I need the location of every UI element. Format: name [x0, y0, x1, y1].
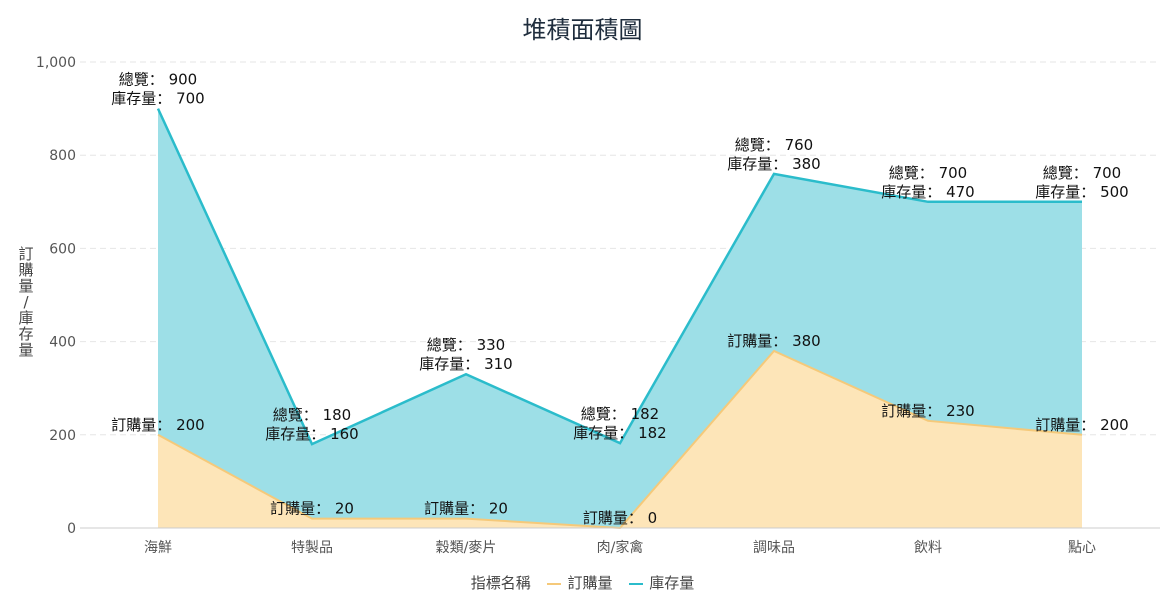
data-label-total: 總覽： 180 — [273, 406, 351, 424]
y-tick-label: 200 — [49, 428, 76, 444]
data-label-order: 訂購量： 380 — [727, 332, 820, 350]
y-tick-label: 1,000 — [36, 55, 76, 71]
data-label-total: 總覽： 330 — [427, 336, 505, 354]
area-stock — [158, 108, 1082, 528]
legend-label-order: 訂購量 — [567, 574, 613, 592]
data-label-total: 總覽： 182 — [581, 405, 659, 423]
data-label-stock: 庫存量： 310 — [419, 355, 512, 373]
legend-swatch-stock — [629, 582, 644, 585]
data-label-order: 訂購量： 20 — [424, 500, 508, 518]
data-label-order: 訂購量： 200 — [1035, 416, 1128, 434]
legend-title: 指標名稱 — [470, 574, 531, 592]
x-tick-label: 穀類/麥片 — [436, 540, 497, 556]
x-tick-label: 飲料 — [914, 540, 942, 556]
legend-item-stock[interactable]: 庫存量 — [629, 574, 694, 592]
line-stock — [156, 108, 1082, 446]
data-label-stock: 庫存量： 500 — [1035, 183, 1128, 201]
y-tick-label: 600 — [49, 241, 76, 257]
data-label-order: 訂購量： 20 — [270, 500, 354, 518]
x-tick-label: 肉/家禽 — [597, 539, 644, 556]
data-label-stock: 庫存量： 380 — [727, 155, 820, 173]
data-label-order: 訂購量： 200 — [111, 416, 204, 434]
legend-item-order[interactable]: 訂購量 — [547, 574, 617, 592]
x-tick-label: 點心 — [1068, 540, 1096, 556]
x-tick-label: 特製品 — [291, 540, 333, 556]
data-label-stock: 庫存量： 470 — [881, 183, 974, 201]
data-label-total: 總覽： 700 — [1043, 164, 1121, 182]
y-tick-label: 800 — [49, 148, 76, 164]
y-axis-label: 訂購量 / 庫存量 — [18, 245, 34, 359]
y-tick-label: 400 — [49, 335, 76, 351]
legend-swatch-order — [547, 582, 562, 585]
data-label-total: 總覽： 760 — [735, 136, 813, 154]
data-label-stock: 庫存量： 182 — [573, 424, 666, 442]
chart-title: 堆積面積圖 — [522, 16, 643, 44]
x-tick-label: 海鮮 — [144, 540, 172, 556]
legend: 指標名稱 訂購量 庫存量 — [0, 572, 1165, 593]
y-tick-label: 0 — [67, 521, 76, 537]
data-label-total: 總覽： 900 — [119, 71, 197, 89]
area-order — [158, 350, 1082, 528]
data-label-stock: 庫存量： 160 — [265, 425, 358, 443]
legend-label-stock: 庫存量 — [649, 574, 695, 592]
data-label-order: 訂購量： 230 — [881, 402, 974, 420]
x-tick-label: 調味品 — [753, 540, 795, 556]
data-label-order: 訂購量： 0 — [583, 509, 657, 527]
data-label-total: 總覽： 700 — [889, 164, 967, 182]
data-label-stock: 庫存量： 700 — [111, 90, 204, 108]
